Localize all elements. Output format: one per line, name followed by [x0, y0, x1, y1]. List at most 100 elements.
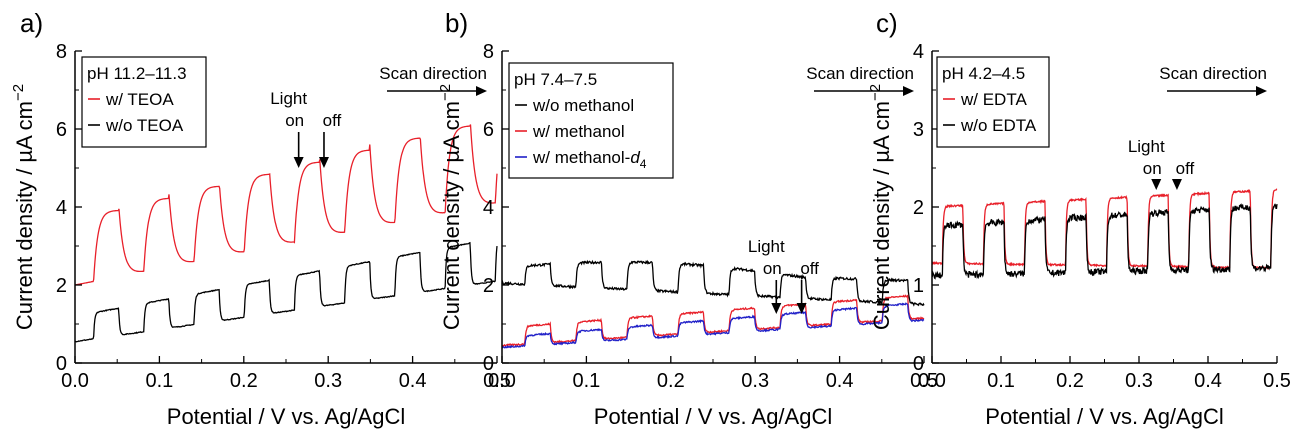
y-axis-label-sup: −2 — [437, 84, 454, 101]
light-on-label: on — [1143, 159, 1162, 178]
x-tick-label: 0.5 — [910, 370, 938, 392]
y-axis-label-sup: −2 — [10, 84, 27, 101]
y-tick-label: 8 — [56, 41, 67, 63]
x-axis-label: Potential / V vs. Ag/AgCl — [594, 404, 832, 429]
y-tick-label: 8 — [483, 41, 494, 63]
series-line-1 — [501, 294, 925, 347]
x-axis-label: Potential / V vs. Ag/AgCl — [167, 404, 405, 429]
light-off-arrowhead — [796, 303, 807, 314]
x-axis-label: Potential / V vs. Ag/AgCl — [985, 404, 1223, 429]
legend-entry-subscript: 4 — [640, 157, 647, 171]
legend-title: pH 11.2–11.3 — [87, 64, 187, 83]
legend-entry-name: w/o methanol — [532, 96, 634, 115]
legend-entry-name: w/ EDTA — [960, 90, 1027, 109]
x-tick-label: 0.5 — [483, 370, 511, 392]
legend-title: pH 7.4–7.5 — [514, 70, 597, 89]
legend-entry-name: w/ methanol — [532, 122, 625, 141]
light-label: Light — [1128, 137, 1165, 156]
scan-direction-label: Scan direction — [379, 64, 487, 83]
y-tick-label: 4 — [913, 41, 924, 63]
x-tick-label: 0.1 — [145, 370, 173, 392]
legend-entry-1: w/o TEOA — [105, 116, 184, 135]
scan-direction-arrowhead — [903, 86, 914, 96]
legend-box — [81, 56, 207, 148]
x-tick-label: 0.5 — [1263, 370, 1291, 392]
y-tick-label: 0 — [913, 353, 924, 375]
light-off-label: off — [1176, 159, 1195, 178]
legend-box — [508, 62, 674, 179]
panel-letter: a) — [20, 8, 43, 38]
y-axis-label-main: Current density / µA cm — [439, 101, 464, 330]
x-tick-label: 0.1 — [572, 370, 600, 392]
legend-entry-0: w/o methanol — [532, 96, 634, 115]
series-line-1 — [931, 203, 1278, 280]
light-on-label: on — [763, 259, 782, 278]
light-off-label: off — [800, 259, 819, 278]
x-tick-label: 0.3 — [314, 370, 342, 392]
light-off-arrowhead — [318, 157, 329, 168]
y-tick-label: 2 — [56, 275, 67, 297]
x-tick-label: 0.2 — [657, 370, 685, 392]
legend-entry-name: w/ TEOA — [105, 90, 174, 109]
legend-box — [936, 56, 1050, 148]
scan-direction-arrowhead — [1256, 86, 1267, 96]
y-axis-label-sup: −2 — [867, 84, 884, 101]
legend-entry-0: w/ TEOA — [105, 90, 174, 109]
light-off-label: off — [323, 111, 342, 130]
y-tick-label: 2 — [483, 275, 494, 297]
legend-entry-name: w/o TEOA — [105, 116, 184, 135]
light-label: Light — [748, 237, 785, 256]
legend-title: pH 4.2–4.5 — [942, 64, 1025, 83]
x-tick-label: 0.2 — [1056, 370, 1084, 392]
x-tick-label: 0.0 — [918, 370, 946, 392]
legend-entry-1: w/o EDTA — [960, 116, 1037, 135]
series-line-1 — [74, 241, 498, 343]
y-tick-label: 0 — [483, 353, 494, 375]
x-tick-label: 0.4 — [826, 370, 854, 392]
scan-direction-label: Scan direction — [806, 64, 914, 83]
y-axis-label-main: Current density / µA cm — [12, 101, 37, 330]
y-tick-label: 3 — [913, 119, 924, 141]
x-tick-label: 0.3 — [1125, 370, 1153, 392]
y-axis-label: Current density / µA cm−2 — [437, 84, 464, 330]
scan-direction-arrowhead — [476, 86, 487, 96]
series-line-0 — [501, 259, 925, 307]
y-axis-label: Current density / µA cm−2 — [10, 84, 37, 330]
light-on-arrowhead — [771, 303, 782, 314]
y-axis-label-main: Current density / µA cm — [869, 101, 894, 330]
light-off-arrowhead — [1171, 179, 1182, 190]
y-tick-label: 0 — [56, 353, 67, 375]
y-tick-label: 6 — [483, 119, 494, 141]
light-on-arrowhead — [1151, 179, 1162, 190]
legend-entry-1: w/ methanol — [532, 122, 625, 141]
legend-entry-italic: d — [630, 148, 640, 167]
legend-entry-2: w/ methanol-d4 — [532, 148, 647, 171]
series-line-2 — [501, 302, 925, 349]
y-tick-label: 6 — [56, 119, 67, 141]
x-tick-label: 0.0 — [488, 370, 516, 392]
panel-letter: b) — [445, 8, 468, 38]
legend-entry-name: w/ methanol- — [532, 148, 630, 167]
series-line-0 — [74, 124, 498, 286]
scan-direction-label: Scan direction — [1159, 64, 1267, 83]
x-tick-label: 0.4 — [1194, 370, 1222, 392]
legend-entry-0: w/ EDTA — [960, 90, 1027, 109]
light-on-arrowhead — [293, 157, 304, 168]
x-tick-label: 0.3 — [741, 370, 769, 392]
light-label: Light — [270, 89, 307, 108]
y-tick-label: 1 — [913, 275, 924, 297]
x-tick-label: 0.1 — [987, 370, 1015, 392]
x-tick-label: 0.0 — [61, 370, 89, 392]
legend-entry-name: w/o EDTA — [960, 116, 1037, 135]
x-tick-label: 0.2 — [230, 370, 258, 392]
light-on-label: on — [285, 111, 304, 130]
x-tick-label: 0.4 — [399, 370, 427, 392]
y-tick-label: 4 — [56, 197, 67, 219]
y-tick-label: 4 — [483, 197, 494, 219]
y-axis-label: Current density / µA cm−2 — [867, 84, 894, 330]
y-tick-label: 2 — [913, 197, 924, 219]
